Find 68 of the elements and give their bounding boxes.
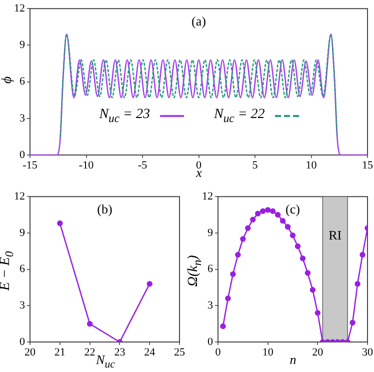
point bbox=[300, 256, 306, 262]
x-axis-title: N$_{uc}$ bbox=[96, 352, 115, 371]
x-tick-label: -10 bbox=[78, 159, 94, 172]
point bbox=[354, 280, 360, 287]
band-label: RI bbox=[328, 228, 342, 243]
legend-label: N$_{uc}$ = 23 bbox=[99, 107, 150, 125]
point bbox=[280, 218, 286, 224]
x-tick-label: 5 bbox=[252, 159, 258, 172]
y-tick-label: 3 bbox=[208, 300, 214, 312]
point bbox=[274, 212, 281, 218]
y-tick-label: 3 bbox=[20, 300, 26, 312]
point bbox=[310, 287, 316, 293]
point bbox=[146, 280, 152, 287]
x-tick-label: 10 bbox=[262, 346, 274, 358]
x-tick-label: 21 bbox=[54, 346, 66, 358]
point bbox=[314, 310, 321, 316]
point bbox=[264, 207, 271, 213]
y-tick-label: 9 bbox=[208, 226, 214, 239]
point bbox=[57, 220, 63, 226]
y-tick-label: 12 bbox=[14, 2, 25, 14]
x-tick-label: 24 bbox=[144, 346, 156, 358]
chart-title: (c) bbox=[286, 202, 300, 217]
x-tick-label: 20 bbox=[312, 346, 324, 358]
x-tick-label: 23 bbox=[114, 346, 126, 358]
y-tick-label: 9 bbox=[20, 39, 26, 52]
y-tick-label: 0 bbox=[208, 336, 214, 348]
x-tick-label: 0 bbox=[196, 159, 202, 172]
y-tick-label: 12 bbox=[202, 190, 213, 202]
point bbox=[235, 252, 241, 258]
x-tick-label: 22 bbox=[84, 346, 96, 358]
point bbox=[290, 232, 296, 238]
y-tick-label: 9 bbox=[20, 226, 26, 239]
point bbox=[255, 210, 261, 216]
legend-label: N$_{uc}$ = 22 bbox=[214, 107, 265, 125]
point bbox=[260, 208, 266, 214]
y-tick-label: 6 bbox=[20, 76, 26, 88]
point bbox=[240, 236, 246, 242]
point bbox=[294, 243, 301, 250]
y-tick-label: 3 bbox=[20, 112, 26, 124]
y-tick-label: 0 bbox=[20, 148, 26, 161]
point bbox=[230, 271, 236, 277]
line-series bbox=[60, 34, 338, 138]
y-tick-label: 0 bbox=[20, 336, 26, 348]
point bbox=[245, 225, 251, 231]
point bbox=[86, 320, 93, 327]
line-series bbox=[30, 34, 368, 155]
point bbox=[250, 216, 256, 222]
point bbox=[350, 320, 356, 326]
x-tick-label: 25 bbox=[174, 346, 186, 358]
y-tick-label: 6 bbox=[208, 263, 214, 276]
point bbox=[284, 224, 291, 230]
y-tick-label: 12 bbox=[14, 190, 25, 202]
x-tick-label: 20 bbox=[24, 346, 36, 358]
chart-title: (a) bbox=[192, 14, 206, 29]
x-tick-label: 10 bbox=[306, 159, 318, 172]
chart-title: (b) bbox=[97, 202, 112, 217]
x-tick-label: 30 bbox=[362, 346, 374, 358]
x-tick-label: -15 bbox=[22, 159, 38, 172]
x-tick-label: -5 bbox=[138, 159, 148, 172]
point bbox=[270, 208, 276, 214]
x-axis-title: n bbox=[290, 352, 296, 367]
x-tick-label: 15 bbox=[362, 159, 374, 172]
point bbox=[220, 323, 226, 330]
point bbox=[225, 296, 231, 302]
point bbox=[304, 270, 311, 276]
y-axis-title: ϕ bbox=[0, 75, 16, 86]
point bbox=[360, 252, 366, 258]
y-tick-label: 6 bbox=[20, 263, 26, 276]
